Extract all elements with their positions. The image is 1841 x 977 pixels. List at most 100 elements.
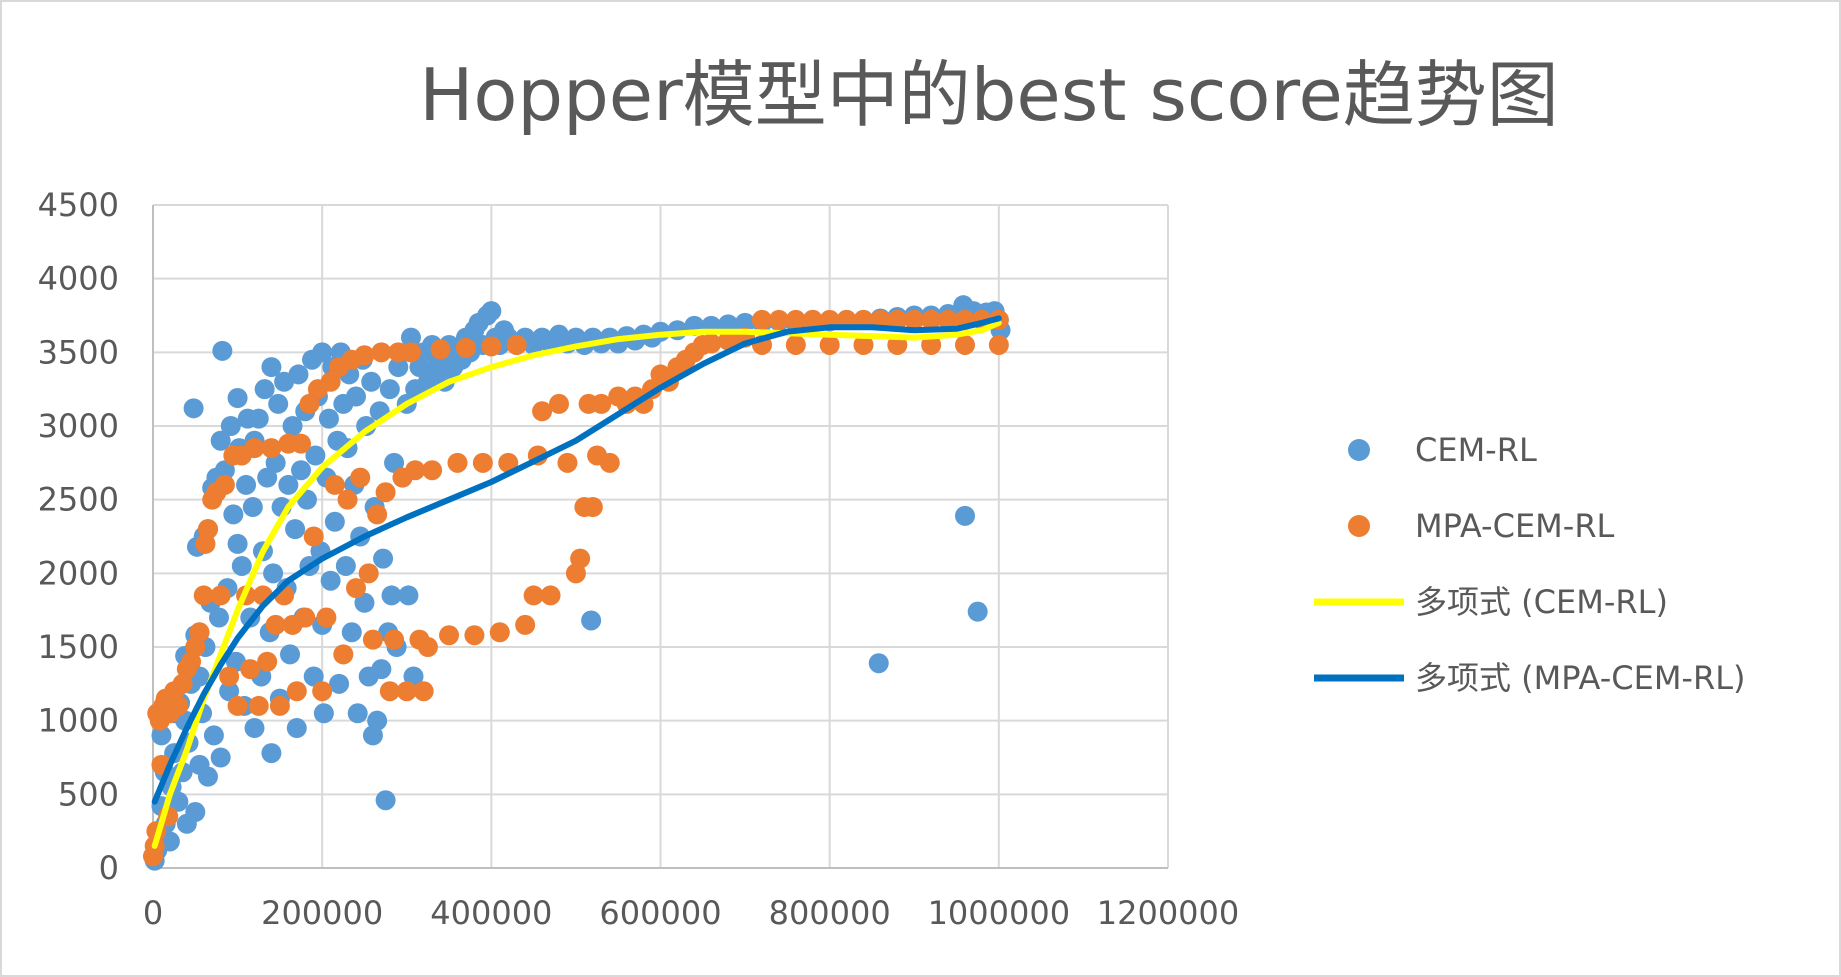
data-point [384,629,405,650]
data-point [464,625,485,646]
data-point [261,743,282,764]
trendline-cem-rl [151,319,1002,849]
data-point [532,401,553,422]
data-point [313,703,334,724]
data-point [210,747,231,768]
data-point [988,334,1009,355]
data-point [312,681,333,702]
data-point [291,460,312,481]
data-point [197,519,218,540]
y-tick-label: 3500 [38,333,119,371]
x-tick-label: 1200000 [1097,894,1240,932]
y-tick-label: 0 [99,849,119,887]
x-axis-ticks: 0 200000 400000 600000 800000 1000000 1200000 [143,894,1239,932]
data-point [195,533,216,554]
data-point [489,622,510,643]
data-point [599,452,620,473]
y-tick-label: 2000 [38,554,119,592]
data-point [280,644,301,665]
data-point [540,585,561,606]
data-point [316,607,337,628]
data-point [219,681,240,702]
data-point [268,393,289,414]
data-point [921,309,942,330]
data-point [455,337,476,358]
data-point [354,592,375,613]
data-point [701,333,722,354]
data-point [285,519,306,540]
data-point [439,625,460,646]
x-tick-label: 1000000 [928,894,1071,932]
data-point [785,334,806,355]
data-point [263,563,284,584]
data-point [236,474,257,495]
data-point [295,607,316,628]
data-point [718,330,739,351]
data-point [384,452,405,473]
data-point [375,790,396,811]
data-point [430,339,451,360]
data-point [335,555,356,576]
data-point [557,452,578,473]
trendline-mpa-cem-rl [151,315,1002,805]
x-tick-label: 0 [143,894,163,932]
data-point [938,309,959,330]
data-point [819,334,840,355]
legend-marker [1348,515,1370,537]
data-point [168,695,189,716]
data-point [210,585,231,606]
data-point [210,430,231,451]
data-point [472,452,493,473]
data-point [320,371,341,392]
data-point [185,802,206,823]
data-point [248,408,269,429]
data-point [341,622,362,643]
data-point [240,659,261,680]
data-point [921,334,942,355]
data-point [581,610,602,631]
y-tick-label: 3000 [38,407,119,445]
data-point [447,452,468,473]
data-point [269,695,290,716]
data-point [265,614,286,635]
series-layer [143,295,1011,871]
data-point [371,342,392,363]
y-tick-label: 4000 [38,260,119,298]
data-point [227,695,248,716]
data-point [286,681,307,702]
legend-entry: MPA-CEM-RL [1348,507,1615,545]
data-point [398,585,419,606]
data-point [183,398,204,419]
data-point [254,379,275,400]
data-point [381,585,402,606]
data-point [320,570,341,591]
data-point [373,548,394,569]
data-point [481,336,502,357]
data-point [168,791,189,812]
data-point [151,725,172,746]
data-point [261,438,282,459]
data-point [785,309,806,330]
data-point [219,666,240,687]
data-point [299,393,320,414]
data-point [887,309,908,330]
data-point [212,340,233,361]
data-point [967,601,988,622]
data-point [413,681,434,702]
data-point [305,445,326,466]
data-point [303,666,324,687]
y-axis-ticks: 0 500 1000 1500 2000 2500 3000 3500 4000 4500 [38,186,119,887]
data-point [337,489,358,510]
x-tick-label: 600000 [599,894,721,932]
data-point [582,497,603,518]
data-point [244,438,265,459]
legend-marker [1348,439,1370,461]
data-point [324,511,345,532]
axes [152,205,1168,869]
x-tick-label: 200000 [261,894,383,932]
data-point [362,629,383,650]
data-point [361,371,382,392]
data-point [189,622,210,643]
data-point [261,357,282,378]
